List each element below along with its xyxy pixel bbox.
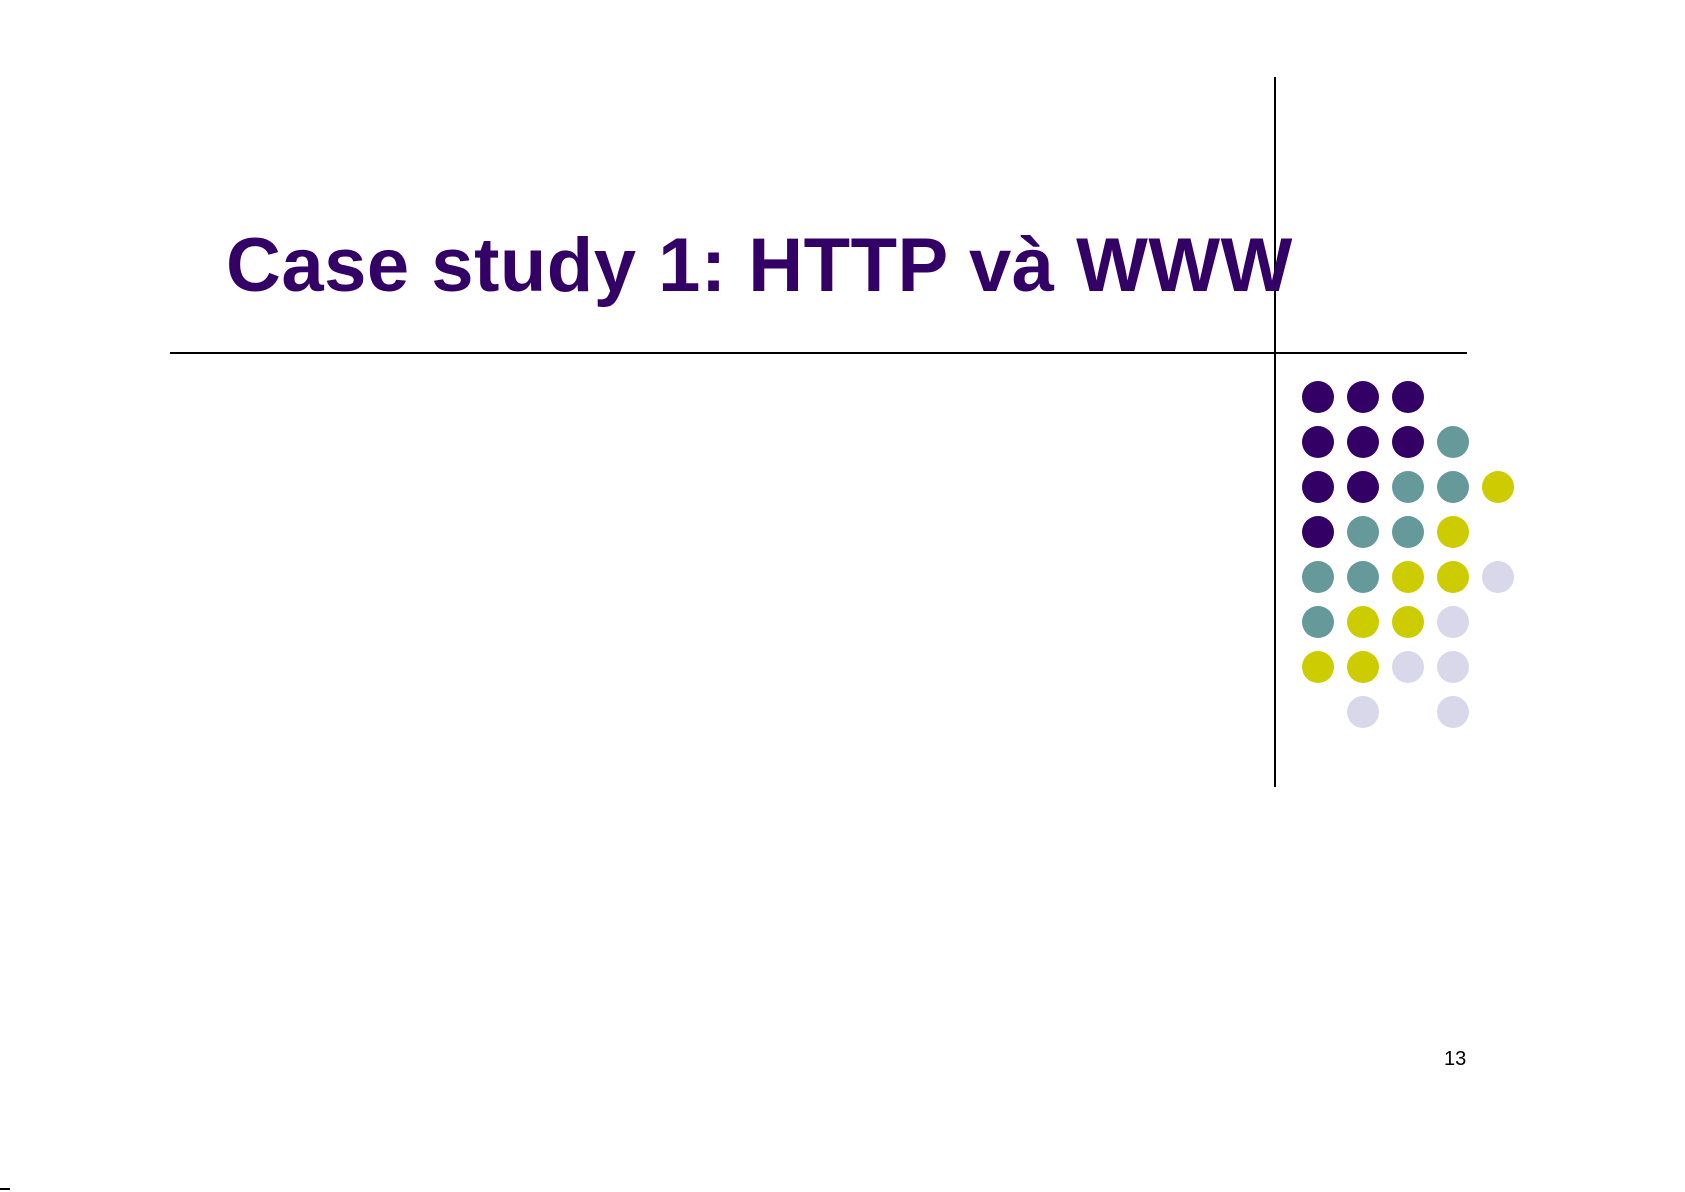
decorative-dot: [1302, 471, 1334, 503]
decorative-dot: [1302, 651, 1334, 683]
decorative-dot: [1347, 606, 1379, 638]
decorative-dot: [1437, 606, 1469, 638]
title-underline: [170, 352, 1467, 354]
decorative-dot: [1392, 606, 1424, 638]
decorative-dot: [1392, 471, 1424, 503]
decorative-dot: [1347, 696, 1379, 728]
decorative-dot: [1392, 516, 1424, 548]
decorative-dot: [1302, 516, 1334, 548]
slide-title: Case study 1: HTTP và WWW: [226, 223, 1293, 308]
corner-mark: [0, 1188, 10, 1190]
decorative-dot: [1392, 561, 1424, 593]
decorative-dot: [1302, 606, 1334, 638]
decorative-dot: [1347, 426, 1379, 458]
decorative-dot: [1392, 381, 1424, 413]
page-number: 13: [1444, 1048, 1467, 1070]
decorative-dot: [1347, 561, 1379, 593]
decorative-dot: [1482, 561, 1514, 593]
decorative-dot: [1302, 381, 1334, 413]
decorative-dot: [1302, 426, 1334, 458]
decorative-dot: [1437, 471, 1469, 503]
decorative-dot: [1437, 696, 1469, 728]
decorative-dot: [1482, 471, 1514, 503]
decorative-dot: [1437, 651, 1469, 683]
vertical-divider: [1274, 77, 1276, 787]
decorative-dot: [1437, 426, 1469, 458]
decorative-dot: [1437, 561, 1469, 593]
decorative-dot: [1437, 516, 1469, 548]
decorative-dot: [1392, 651, 1424, 683]
decorative-dot: [1302, 561, 1334, 593]
decorative-dot: [1347, 381, 1379, 413]
decorative-dot: [1347, 516, 1379, 548]
decorative-dot: [1347, 471, 1379, 503]
decorative-dot: [1392, 426, 1424, 458]
decorative-dot: [1347, 651, 1379, 683]
